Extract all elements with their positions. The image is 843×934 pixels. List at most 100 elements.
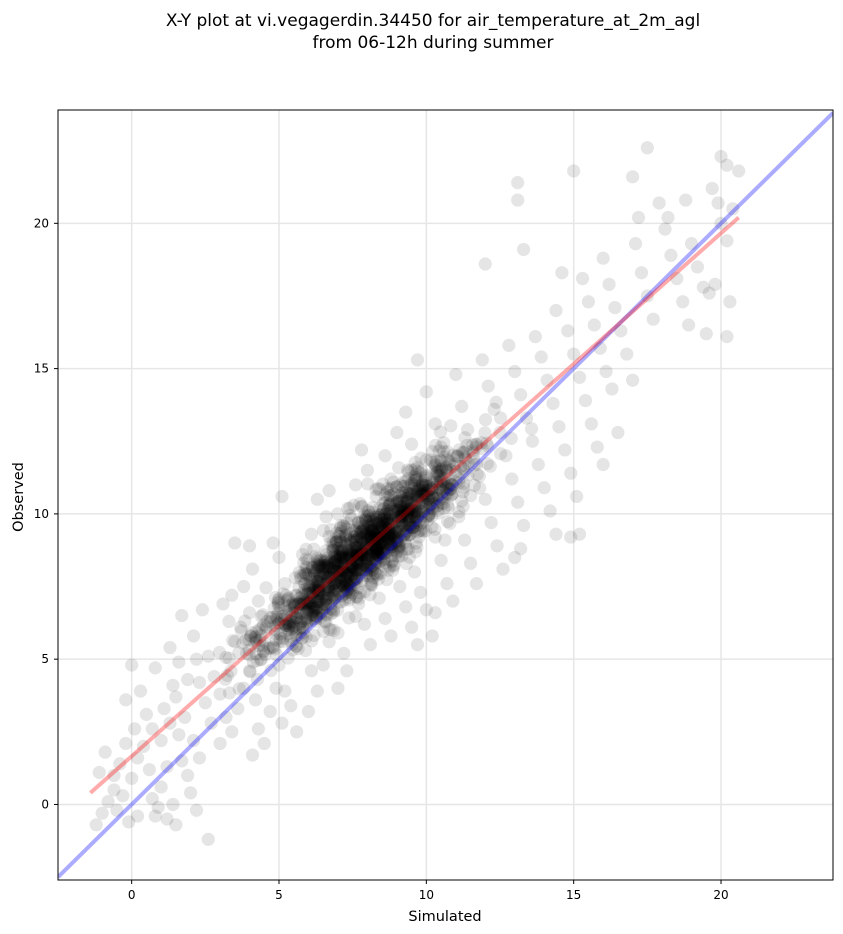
scatter-point	[384, 472, 398, 486]
scatter-point	[371, 516, 385, 531]
scatter-point	[558, 443, 572, 457]
scatter-point	[452, 505, 466, 519]
scatter-point	[383, 560, 397, 574]
scatter-point	[337, 584, 351, 598]
scatter-point	[400, 505, 415, 519]
scatter-point	[369, 510, 384, 524]
scatter-point	[349, 572, 363, 586]
scatter-point	[394, 510, 408, 524]
scatter-point	[394, 516, 409, 530]
scatter-point	[362, 537, 376, 551]
scatter-point	[399, 510, 413, 524]
scatter-point	[441, 500, 455, 515]
scatter-point	[343, 501, 357, 515]
scatter-point	[329, 560, 343, 574]
scatter-point	[364, 529, 378, 544]
scatter-point	[349, 540, 363, 555]
scatter-point	[433, 480, 447, 495]
scatter-point	[266, 536, 280, 550]
scatter-point	[361, 531, 375, 545]
scatter-point	[380, 522, 394, 536]
scatter-point	[280, 593, 294, 608]
scatter-point	[382, 521, 396, 536]
scatter-point	[425, 483, 439, 497]
scatter-point	[505, 472, 519, 486]
scatter-point	[444, 487, 458, 502]
scatter-point	[354, 547, 368, 562]
scatter-point	[356, 557, 370, 572]
scatter-point	[298, 612, 312, 626]
scatter-point	[388, 510, 403, 524]
scatter-point	[387, 529, 401, 544]
scatter-point	[273, 634, 287, 648]
scatter-point	[411, 509, 425, 524]
scatter-point	[338, 531, 352, 545]
scatter-point	[133, 684, 148, 698]
scatter-point	[392, 503, 407, 517]
scatter-point	[403, 520, 417, 534]
scatter-point	[322, 563, 336, 578]
scatter-point	[325, 588, 339, 602]
scatter-point	[371, 481, 385, 495]
scatter-point	[352, 516, 366, 530]
scatter-point	[368, 553, 382, 567]
scatter-point	[437, 496, 451, 511]
scatter-point	[400, 504, 415, 518]
scatter-point	[361, 477, 375, 491]
scatter-point	[95, 806, 109, 820]
scatter-point	[389, 497, 403, 511]
scatter-point	[394, 509, 408, 523]
scatter-point	[359, 540, 373, 554]
scatter-point	[490, 539, 504, 553]
scatter-point	[428, 457, 442, 471]
scatter-point	[335, 544, 349, 558]
scatter-point	[293, 595, 308, 609]
scatter-point	[355, 499, 369, 513]
scatter-point	[298, 577, 312, 591]
scatter-point	[326, 567, 340, 581]
scatter-point	[457, 445, 471, 460]
scatter-point	[640, 141, 654, 155]
scatter-point	[392, 539, 406, 553]
scatter-point	[378, 520, 392, 534]
scatter-point	[310, 576, 324, 590]
scatter-point	[427, 480, 441, 495]
scatter-point	[417, 488, 432, 503]
scatter-point	[245, 748, 260, 762]
scatter-point	[396, 475, 410, 489]
scatter-point	[289, 610, 303, 624]
scatter-point	[390, 492, 405, 506]
scatter-point	[319, 592, 333, 606]
scatter-point	[331, 603, 345, 617]
scatter-point	[384, 537, 398, 551]
scatter-point	[368, 546, 382, 560]
scatter-point	[372, 522, 386, 536]
scatter-point	[372, 482, 387, 497]
scatter-point	[682, 318, 696, 332]
scatter-point	[407, 478, 422, 492]
scatter-point	[337, 646, 351, 660]
scatter-point	[366, 534, 380, 549]
scatter-point	[344, 587, 358, 601]
scatter-point	[429, 466, 443, 481]
scatter-point	[263, 704, 277, 719]
scatter-point	[437, 472, 451, 486]
scatter-point	[280, 604, 294, 619]
scatter-point	[207, 670, 221, 684]
scatter-point	[516, 518, 531, 533]
scatter-point	[431, 465, 445, 479]
scatter-point	[332, 579, 346, 593]
scatter-point	[432, 468, 446, 482]
scatter-point	[399, 475, 413, 489]
scatter-point	[319, 615, 333, 629]
scatter-point	[320, 595, 334, 609]
scatter-point	[204, 716, 218, 730]
scatter-point	[371, 572, 385, 586]
scatter-point	[353, 586, 367, 600]
scatter-point	[369, 543, 383, 558]
scatter-point	[275, 716, 289, 730]
scatter-point	[376, 524, 390, 538]
scatter-point	[359, 524, 373, 538]
scatter-point	[393, 510, 408, 524]
